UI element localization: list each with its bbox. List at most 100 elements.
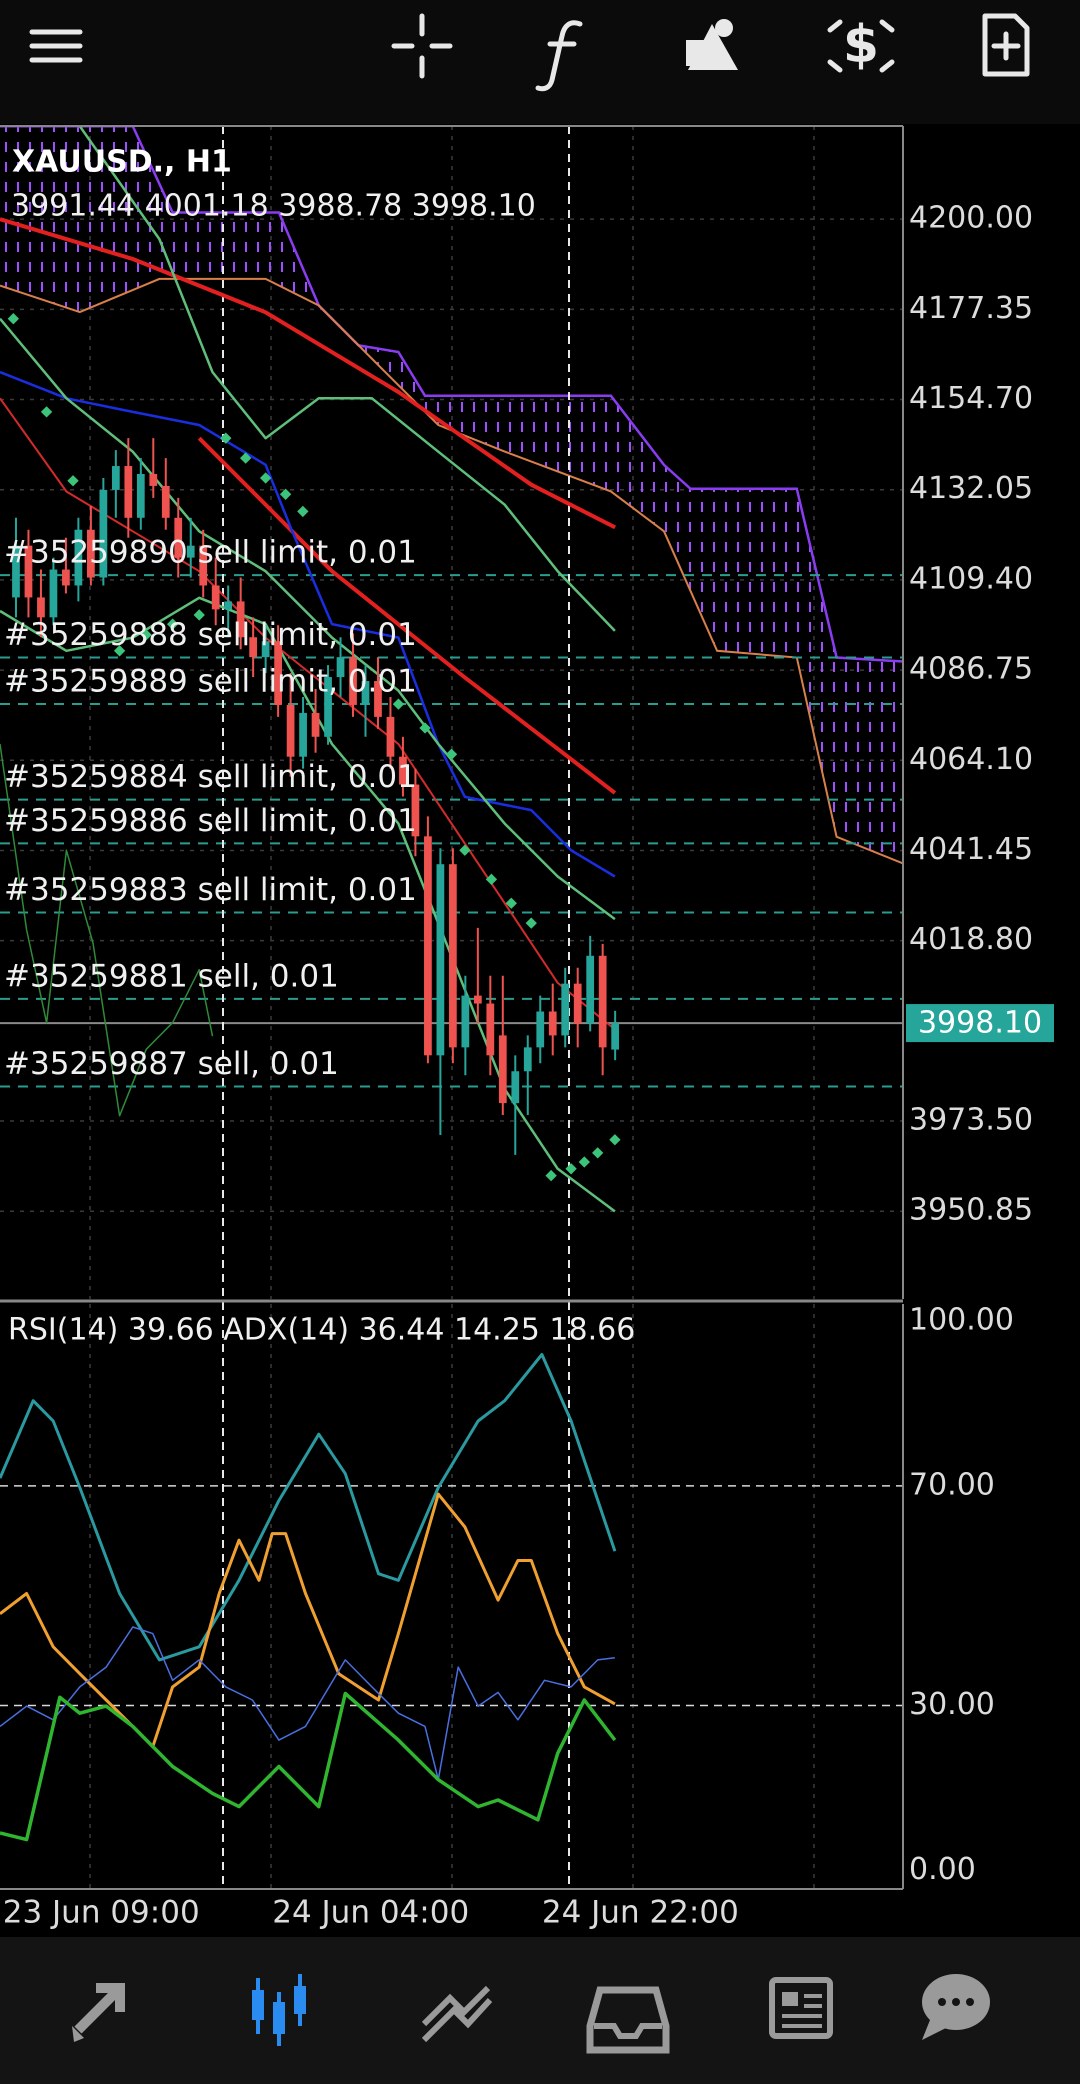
sar-dot — [7, 313, 20, 325]
candle-body — [536, 1011, 545, 1048]
indicator-line — [0, 1626, 615, 1781]
sar-dot — [220, 432, 232, 444]
candle-body — [449, 864, 457, 1048]
sar-dot — [193, 609, 205, 621]
objects-button[interactable] — [686, 19, 738, 70]
candle-body — [386, 716, 395, 757]
candle-body — [511, 1071, 520, 1104]
y-tick-label: 100.00 — [909, 1303, 1014, 1338]
indicator-lines — [0, 126, 621, 1213]
order-label: #35259886 sell limit, 0.01 — [4, 803, 417, 839]
indicator-line — [197, 436, 617, 795]
candle-body — [311, 712, 320, 737]
order-label: #35259887 sell, 0.01 — [4, 1046, 339, 1082]
news-tab[interactable] — [769, 1977, 833, 2039]
indicator-line — [0, 397, 616, 1031]
candle-body — [261, 641, 270, 658]
y-tick-label: 70.00 — [909, 1467, 995, 1502]
candle-body — [461, 995, 470, 1048]
indicator-line — [0, 370, 616, 878]
candle-body — [324, 677, 332, 737]
indicator-line — [78, 126, 616, 632]
crosshair-button[interactable] — [391, 13, 453, 79]
chart-tab[interactable] — [252, 1974, 306, 2046]
chart-title: XAUUSD., H1 — [12, 145, 232, 180]
candle-body — [161, 485, 170, 518]
sar-dot — [419, 722, 431, 734]
candle-body — [49, 569, 58, 618]
candle-body — [186, 545, 195, 558]
sar-dot — [40, 406, 53, 418]
ohlc-values: 3991.44 4001.18 3988.78 3998.10 — [11, 189, 536, 224]
sar-dot — [392, 698, 405, 710]
sar-dot — [140, 629, 152, 641]
order-label: #35259881 sell, 0.01 — [4, 958, 339, 994]
indicator-line — [0, 217, 617, 530]
candle-body — [24, 545, 33, 598]
indicators-button[interactable] — [535, 20, 583, 92]
candle-body — [249, 637, 258, 658]
indicator-title: RSI(14) 39.66 ADX(14) 36.44 14.25 18.66 — [8, 1313, 635, 1348]
sar-dot — [525, 917, 537, 929]
candle-body — [286, 704, 295, 757]
indicator-line — [0, 743, 214, 1117]
y-tick-label: 3950.85 — [909, 1193, 1033, 1228]
sar-dot — [609, 1134, 621, 1146]
price-chart: 4200.00 4177.35 4154.70 4132.05 4109.40 4086.… — [0, 125, 1054, 1889]
candle-body — [99, 489, 108, 578]
indicator-line — [0, 317, 616, 921]
current-price-tag — [906, 1004, 1054, 1043]
order-label: #35259888 sell limit, 0.01 — [4, 617, 417, 653]
x-tick-label: 24 Jun 04:00 — [272, 1895, 469, 1931]
menu-button[interactable] — [29, 29, 83, 63]
candle-body — [111, 466, 120, 490]
sar-dot — [67, 475, 79, 487]
sar-dot — [166, 618, 179, 630]
sar-dot — [445, 748, 458, 760]
chat-tab[interactable] — [922, 1974, 990, 2040]
indicator-lines — [0, 1353, 617, 1842]
candle-body — [611, 1023, 620, 1050]
sar-dot — [545, 1169, 557, 1182]
candle-body — [561, 983, 570, 1036]
sar-dot — [259, 472, 272, 484]
candle-body — [411, 784, 420, 837]
candle-body — [586, 955, 595, 1024]
sar-dot — [565, 1163, 577, 1175]
candle-body — [211, 585, 220, 610]
order-label: #35259890 sell limit, 0.01 — [4, 535, 417, 571]
candle-body — [361, 681, 370, 705]
history-tab[interactable] — [586, 1986, 670, 2054]
sar-dot — [297, 505, 309, 518]
cloud-upper-line — [0, 126, 903, 663]
candle-body — [62, 569, 70, 586]
x-tick-label: 24 Jun 22:00 — [542, 1895, 739, 1931]
candle-body — [336, 657, 345, 678]
candle-body — [548, 1011, 557, 1036]
candle-body — [299, 712, 307, 757]
top-toolbar — [0, 0, 1080, 124]
indicator-line — [0, 1492, 616, 1749]
y-tick-label: 4064.10 — [909, 742, 1033, 777]
candle-body — [74, 529, 83, 586]
trade-button[interactable]: $ — [827, 15, 895, 75]
new-order-button[interactable] — [982, 13, 1030, 77]
sar-dot — [240, 452, 252, 464]
candle-body — [12, 545, 20, 598]
quotes-tab[interactable] — [72, 1983, 125, 2042]
candle-body — [498, 1035, 507, 1104]
y-tick-label: 4018.80 — [909, 922, 1033, 957]
indicator-line — [0, 1691, 617, 1842]
svg-text:$: $ — [843, 15, 879, 75]
trade-tab[interactable] — [421, 1985, 493, 2043]
candle-body — [224, 601, 233, 610]
y-tick-label: 4041.45 — [909, 832, 1033, 867]
candle-body — [136, 473, 145, 518]
candle-body — [174, 517, 183, 558]
candle-body — [598, 955, 607, 1048]
sar-dot — [592, 1147, 604, 1159]
bottom-nav — [0, 1937, 1080, 2084]
order-label: #35259883 sell limit, 0.01 — [4, 872, 417, 908]
y-tick-label: 30.00 — [909, 1687, 995, 1722]
